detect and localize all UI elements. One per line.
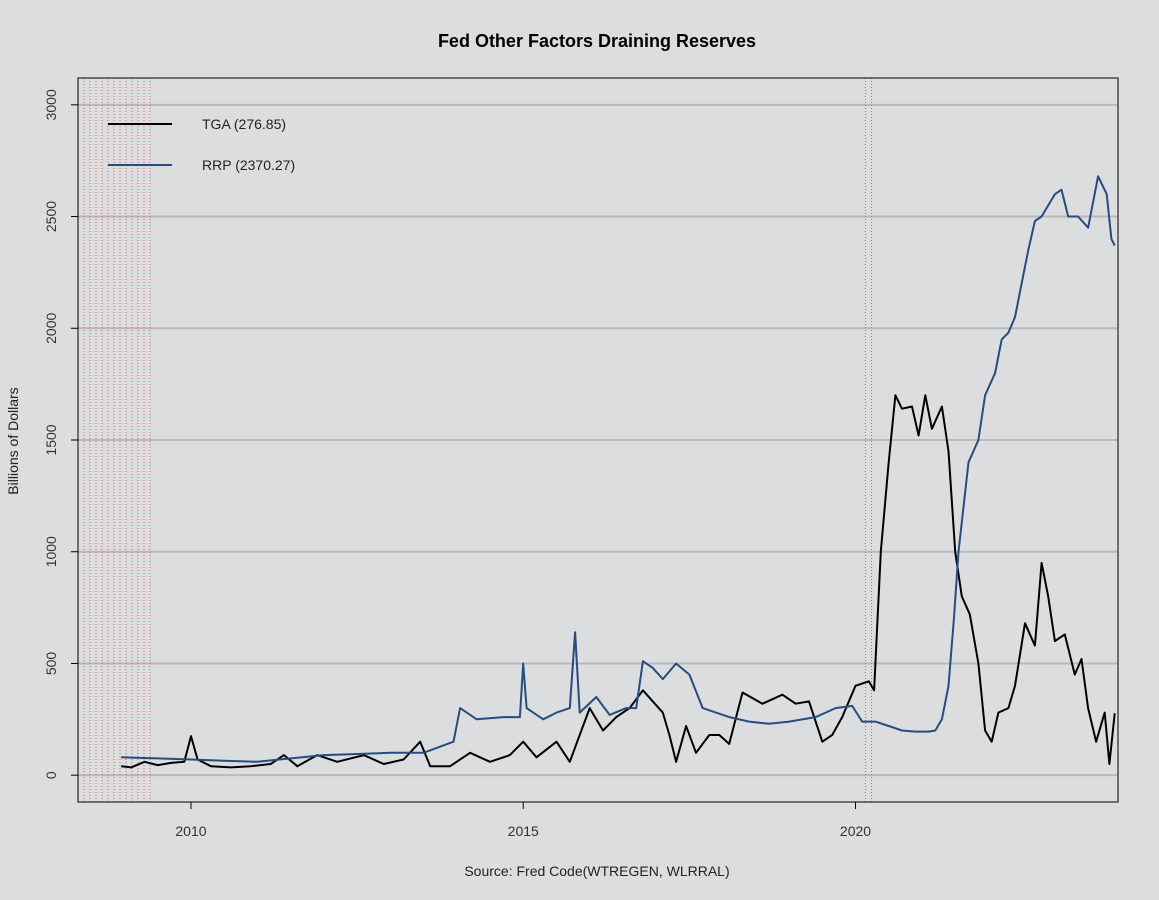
series-line-1 (121, 175, 1116, 763)
gridlines (78, 103, 1118, 777)
x-tick-label-2010: 2010 (175, 823, 206, 839)
y-tick-label-2500: 2500 (43, 201, 59, 232)
chart-title: Fed Other Factors Draining Reserves (438, 31, 756, 51)
y-axis-label: Billions of Dollars (5, 387, 21, 494)
legend: TGA (276.85) RRP (2370.27) (108, 116, 295, 173)
series-line-0 (121, 394, 1116, 769)
legend-label-1: RRP (2370.27) (202, 157, 295, 173)
x-axis-label: Source: Fred Code(WTREGEN, WLRRAL) (464, 863, 729, 879)
y-tick-label-500: 500 (43, 652, 59, 676)
recession-shading (77, 78, 872, 802)
y-axis: 0 500 1000 1500 2000 2500 3000 (43, 89, 78, 779)
y-tick-label-3000: 3000 (43, 89, 59, 120)
series-lines (121, 175, 1116, 769)
y-tick-label-0: 0 (43, 771, 59, 779)
y-tick-label-2000: 2000 (43, 312, 59, 343)
x-axis: 2010 2015 2020 (175, 802, 871, 839)
legend-label-0: TGA (276.85) (202, 116, 286, 132)
x-tick-label-2020: 2020 (840, 823, 871, 839)
y-tick-label-1500: 1500 (43, 424, 59, 455)
x-tick-label-2015: 2015 (508, 823, 539, 839)
y-tick-label-1000: 1000 (43, 536, 59, 567)
